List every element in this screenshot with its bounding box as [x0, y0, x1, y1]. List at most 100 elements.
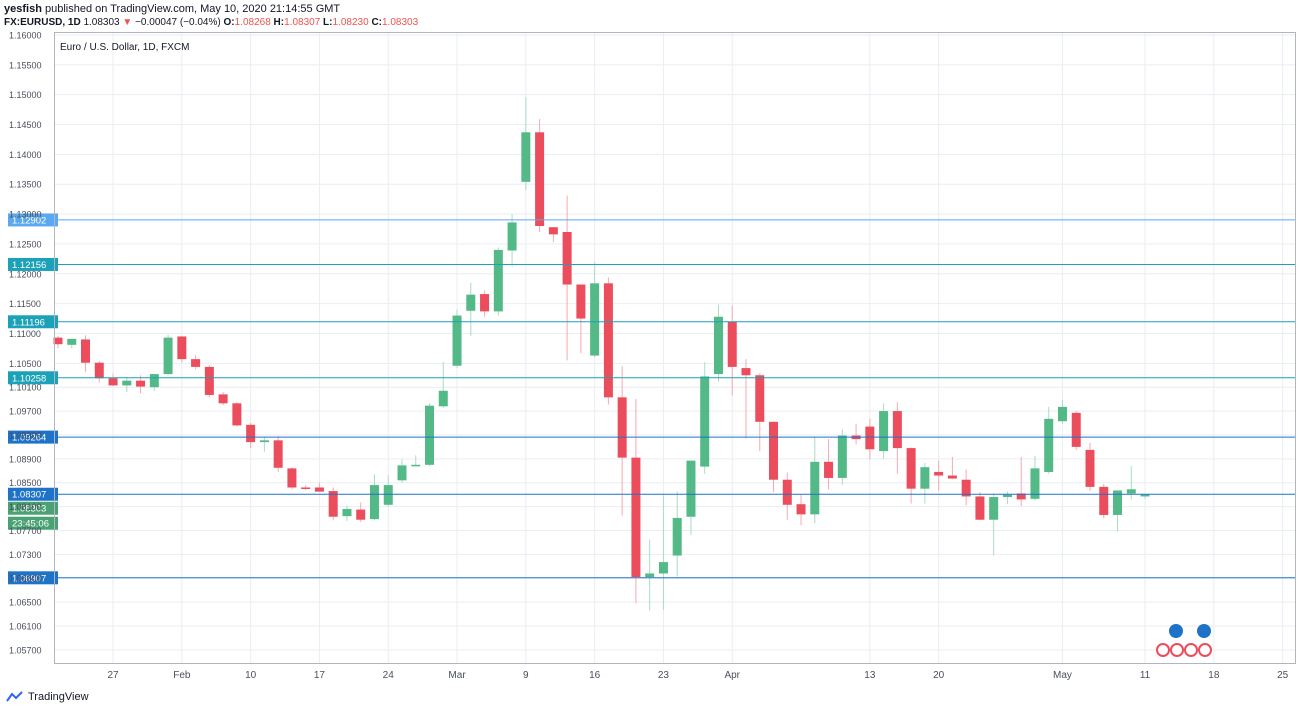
y-tick-label: 1.08100 — [9, 502, 42, 512]
candle-body — [521, 132, 531, 182]
y-tick-label: 1.15500 — [9, 60, 42, 70]
candle-body — [301, 487, 311, 489]
candle-body — [108, 378, 118, 386]
candle-body — [989, 497, 999, 520]
price-levels: 1.12902 1.12156 1.11196 1.10258 1.09264 1.083… — [8, 213, 1295, 585]
us-flag-icon — [1198, 643, 1212, 657]
candle-body — [1140, 494, 1150, 497]
candle-body — [603, 283, 613, 398]
candle-body — [493, 249, 503, 312]
level-tag-label: 1.12902 — [12, 215, 46, 226]
candle-body — [713, 316, 723, 375]
candle-body — [672, 517, 682, 556]
candle-body — [480, 294, 490, 312]
x-tick-label: 27 — [107, 670, 119, 681]
candle-body — [810, 461, 820, 515]
candle-body — [425, 405, 435, 465]
y-tick-label: 1.12500 — [9, 239, 42, 249]
x-tick-label: 9 — [523, 670, 529, 681]
time-axis: 27 Feb 10 17 24 Mar 9 16 23 Apr 13 20 May 11 18 25 — [107, 670, 1288, 681]
y-tick-label: 1.09300 — [9, 430, 42, 440]
y-tick-label: 1.16000 — [9, 30, 42, 40]
open-label: O: — [223, 17, 235, 28]
candle-body — [961, 479, 971, 497]
candle-body — [1030, 468, 1040, 499]
candle-body — [865, 426, 875, 450]
event-flag-icon — [1169, 624, 1183, 638]
tradingview-logo-icon — [6, 691, 23, 702]
candle-body — [1099, 486, 1109, 515]
author-name[interactable]: yesfish — [4, 3, 42, 15]
candle-body — [631, 457, 641, 578]
x-tick-label: Feb — [173, 670, 191, 681]
x-tick-label: 24 — [383, 670, 395, 681]
level-tag-label: 1.10258 — [12, 373, 46, 384]
candle-body — [466, 294, 476, 311]
candle-body — [879, 411, 889, 452]
y-tick-label: 1.08900 — [9, 454, 42, 464]
candle-body — [947, 475, 957, 479]
plot-frame — [54, 32, 1296, 664]
x-tick-label: 17 — [314, 670, 326, 681]
candle-body — [259, 440, 269, 443]
x-tick-label: 25 — [1277, 670, 1289, 681]
candle-body — [149, 374, 159, 388]
y-tick-label: 1.13000 — [9, 210, 42, 220]
y-tick-label: 1.05700 — [9, 645, 42, 655]
candle-body — [163, 337, 173, 375]
candle-body — [645, 573, 655, 578]
price-tag — [8, 516, 58, 530]
candle-body — [411, 464, 421, 467]
level-tag — [8, 430, 58, 444]
candle-body — [975, 496, 985, 520]
price-tag-label: 1.08303 — [12, 504, 46, 515]
level-tag-label: 1.09264 — [12, 433, 46, 444]
candle-body — [837, 435, 847, 478]
candle-body — [782, 479, 792, 505]
y-tick-label: 1.07300 — [9, 550, 42, 560]
price-axis: 1.05700 1.06100 1.06500 1.06900 1.07300 1.077… — [9, 30, 42, 655]
y-tick-label: 1.06500 — [9, 598, 42, 608]
candle-body — [53, 337, 63, 345]
candles — [53, 97, 1150, 611]
candle-body — [81, 339, 91, 363]
candle-body — [741, 368, 751, 376]
us-flag-icon — [1184, 643, 1198, 657]
down-arrow-icon: ▼ — [122, 17, 133, 28]
y-tick-label: 1.06100 — [9, 621, 42, 631]
x-tick-label: 18 — [1208, 670, 1220, 681]
level-tag-label: 1.06907 — [12, 573, 46, 584]
footer: TradingView — [6, 691, 89, 703]
x-tick-label: 16 — [589, 670, 601, 681]
candle-body — [1126, 489, 1136, 494]
candle-body — [122, 380, 132, 386]
candle-body — [920, 467, 930, 489]
x-tick-label: May — [1053, 670, 1072, 681]
candle-body — [191, 359, 201, 367]
candle-body — [796, 504, 806, 515]
candle-body — [397, 465, 407, 481]
candle-body — [507, 222, 517, 251]
candle-body — [232, 403, 242, 426]
candle-body — [727, 321, 737, 367]
candle-body — [136, 380, 146, 387]
candle-body — [686, 460, 696, 517]
candle-body — [1002, 494, 1012, 498]
level-tag-label: 1.08307 — [12, 490, 46, 501]
candle-body — [218, 394, 228, 404]
candle-body — [438, 390, 448, 407]
candle-body — [1044, 418, 1054, 472]
y-tick-label: 1.11500 — [9, 299, 41, 309]
low-value: 1.08230 — [332, 17, 369, 28]
y-tick-label: 1.09700 — [9, 407, 42, 417]
low-label: L: — [323, 17, 333, 28]
candle-body — [369, 485, 379, 520]
candle-body — [177, 336, 187, 360]
level-tag — [8, 257, 58, 271]
open-value: 1.08268 — [234, 17, 271, 28]
candle-body — [755, 375, 765, 422]
candle-body — [1016, 493, 1026, 500]
event-markers[interactable] — [1156, 624, 1212, 657]
x-tick-label: Apr — [724, 670, 740, 681]
